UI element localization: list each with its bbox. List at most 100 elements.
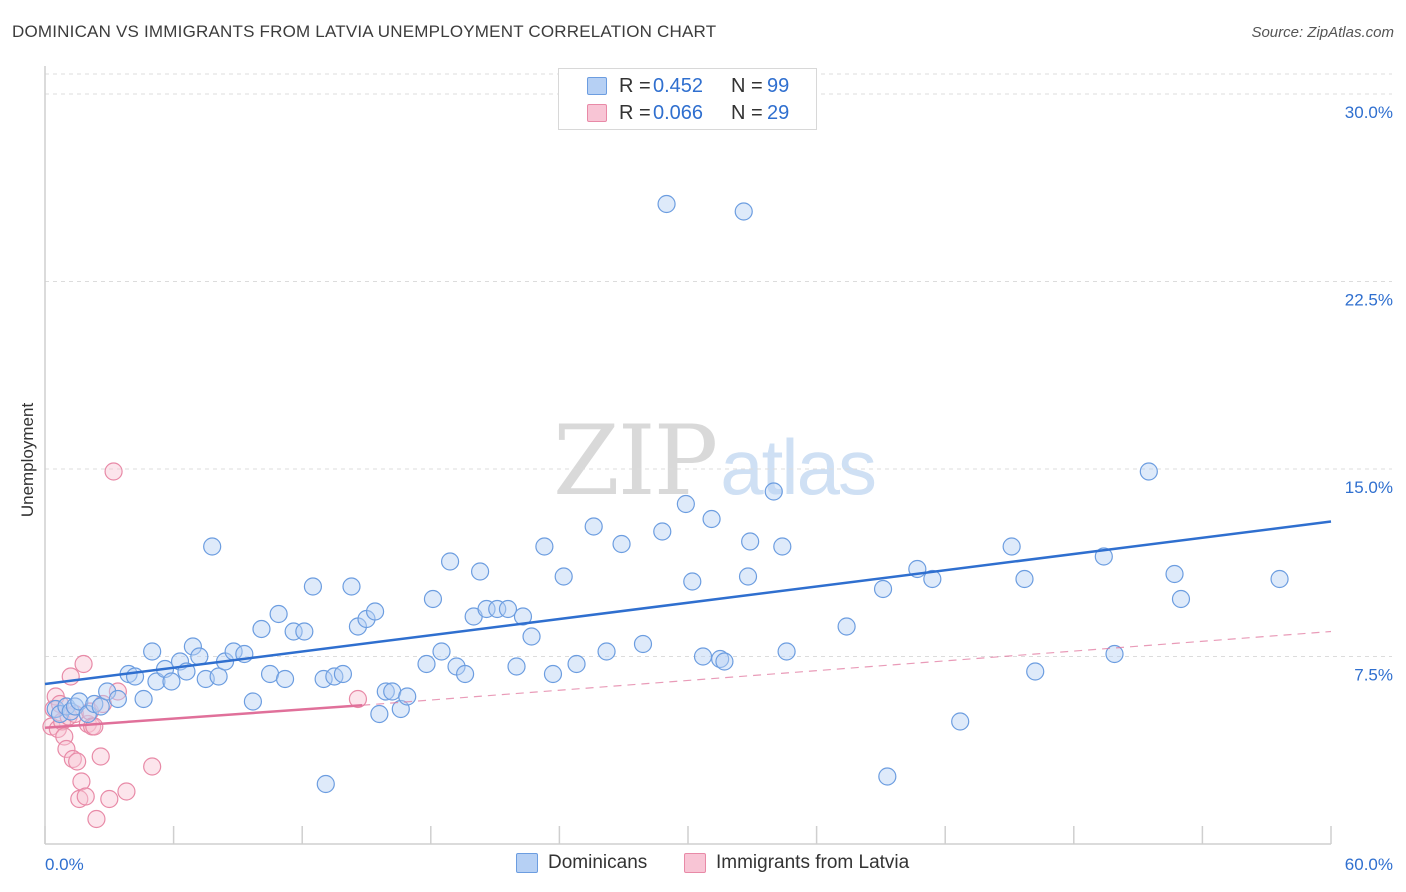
legend-r-value: 0.452 — [653, 74, 704, 97]
dominican-point — [316, 774, 335, 794]
dominican-point — [147, 672, 166, 691]
bottom-legend-dominicans: Dominicans — [516, 852, 647, 874]
dominican-point — [295, 622, 314, 641]
dominican-point — [584, 517, 603, 536]
dominican-point — [1165, 564, 1184, 584]
bottom-legend-swatch-blue — [516, 853, 538, 873]
dominican-point — [535, 537, 554, 556]
dominican-point — [275, 669, 295, 689]
legend-box: R = 0.452 N = 99 R = 0.066 N = 29 — [558, 68, 817, 130]
dominican-point — [91, 697, 110, 716]
dominican-point — [1015, 569, 1034, 589]
dominican-point — [1171, 589, 1191, 609]
dominican-point — [873, 579, 893, 599]
dominican-point — [878, 767, 897, 786]
dominican-point — [417, 654, 436, 674]
dominican-point — [498, 599, 518, 619]
dominican-point — [342, 577, 361, 596]
dominican-point — [70, 692, 89, 711]
dominican-point — [98, 682, 117, 701]
dominican-point — [715, 652, 734, 671]
latvia-point — [108, 682, 127, 701]
dominican-point — [370, 704, 389, 724]
dominican-point — [423, 589, 443, 609]
latvia-point — [91, 747, 110, 766]
latvia-trend-line — [44, 704, 363, 729]
dominican-point — [303, 577, 323, 596]
dominican-point — [734, 202, 753, 221]
dominican-point — [383, 682, 402, 701]
dominican-point — [284, 622, 303, 641]
dominican-point — [612, 534, 631, 554]
dominican-point — [764, 482, 783, 501]
legend-r-value: 0.066 — [653, 101, 704, 124]
latvia-point — [87, 809, 106, 829]
dominican-point — [108, 689, 127, 709]
dominican-point — [477, 599, 496, 619]
dominican-point — [657, 194, 676, 214]
watermark-atlas: atlas — [720, 423, 877, 511]
source-label: Source: ZipAtlas.com — [1251, 24, 1394, 41]
dominican-point — [398, 687, 417, 706]
dominican-point — [741, 532, 760, 551]
legend-n-label: N = — [731, 101, 763, 124]
dominican-point — [440, 552, 460, 571]
latvia-point — [57, 739, 76, 759]
dominican-point — [1270, 569, 1289, 589]
dominican-point — [488, 599, 507, 619]
dominican-point — [1002, 537, 1021, 556]
dominican-point — [134, 689, 153, 709]
dominican-point — [923, 569, 942, 589]
dominican-point — [432, 642, 451, 661]
y-tick-label: 30.0% — [1345, 103, 1393, 122]
dominican-point — [837, 617, 856, 636]
dominican-point — [470, 562, 490, 581]
dominican-point — [314, 669, 333, 689]
latvia-point — [76, 787, 95, 806]
watermark: ZIPatlas — [553, 405, 877, 517]
legend-n-value: 99 — [767, 74, 790, 97]
legend-swatch-blue — [587, 77, 607, 95]
bottom-legend-latvia: Immigrants from Latvia — [684, 852, 909, 874]
latvia-point — [143, 757, 162, 776]
y-tick-label: 22.5% — [1345, 291, 1393, 310]
legend-n-value: 29 — [767, 101, 790, 124]
latvia-point — [117, 782, 136, 801]
legend-row-latvia: R = 0.066 N = 29 — [587, 100, 789, 126]
y-tick-label: 15.0% — [1345, 478, 1393, 497]
dominican-point — [455, 664, 475, 684]
dominican-point — [507, 657, 526, 676]
bottom-legend-label: Immigrants from Latvia — [716, 852, 910, 873]
chart-title: DOMINICAN VS IMMIGRANTS FROM LATVIA UNEM… — [12, 22, 717, 41]
legend-r-label: R = — [619, 101, 651, 124]
latvia-point — [348, 689, 368, 709]
dominican-point — [333, 664, 353, 684]
dominican-point — [653, 522, 672, 541]
legend-r-label: R = — [619, 74, 651, 97]
dominican-point — [554, 567, 573, 586]
dominican-point — [183, 637, 202, 656]
dominican-point — [513, 607, 533, 626]
dominican-point — [243, 692, 263, 711]
dominican-point — [1105, 644, 1124, 664]
dominican-point — [683, 572, 702, 591]
latvia-point — [74, 654, 93, 674]
bottom-legend: Dominicans Immigrants from Latvia — [0, 852, 1406, 878]
dominican-point — [376, 682, 395, 701]
dominican-point — [522, 627, 541, 646]
dominican-point — [951, 712, 970, 731]
dominican-point — [269, 604, 288, 624]
dominican-point — [260, 664, 280, 684]
latvia-trend-dashed — [362, 630, 1332, 706]
dominican-point — [676, 494, 695, 514]
watermark-zip: ZIP — [553, 405, 718, 517]
latvia-point — [104, 462, 123, 481]
dominican-point — [125, 667, 145, 686]
dominican-point — [738, 567, 758, 586]
x-tick-label: 60.0% — [1345, 855, 1393, 874]
dominican-point — [702, 509, 721, 529]
dominican-point — [1139, 462, 1158, 481]
dominican-point — [252, 619, 271, 639]
dominican-point — [693, 647, 713, 666]
